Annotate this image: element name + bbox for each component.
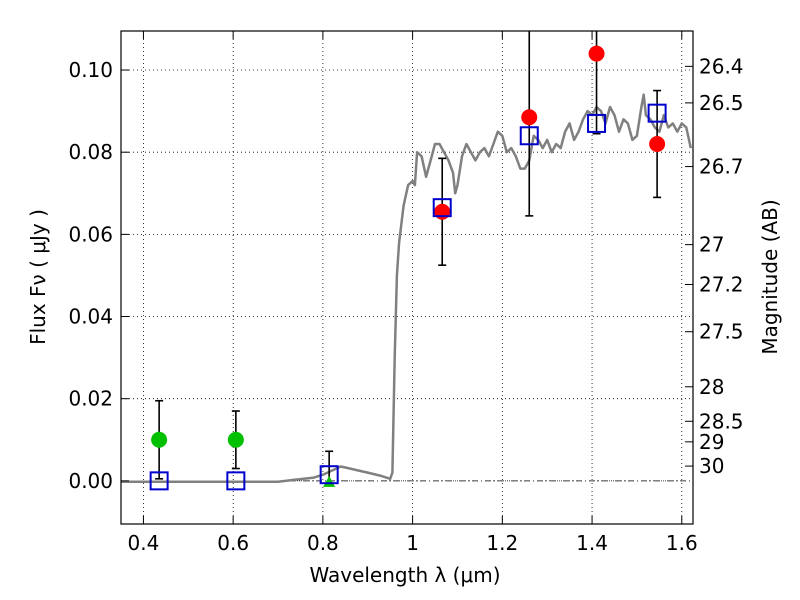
- x-tick-label: 0.4: [128, 531, 160, 555]
- y-tick-label: 0.06: [68, 222, 113, 246]
- y-tick-label: 0.02: [68, 387, 113, 411]
- model-point-square: [432, 198, 452, 218]
- y-tick-label: 0.10: [68, 58, 113, 82]
- mag-tick-label: 26.5: [699, 91, 744, 115]
- mag-tick-label: 28.5: [699, 409, 744, 433]
- mag-tick-label: 26.4: [699, 54, 744, 78]
- mag-tick-label: 27: [699, 233, 724, 257]
- chart-series: [121, 31, 693, 491]
- mag-tick-label: 26.7: [699, 155, 744, 179]
- y-tick-label: 0.04: [68, 305, 113, 329]
- model-point-square: [226, 471, 246, 491]
- data-point-circle: [649, 135, 666, 152]
- y-tick-label: 0.08: [68, 140, 113, 164]
- data-point-circle: [227, 431, 244, 448]
- model-point-square: [319, 465, 339, 485]
- model-spectrum-line: [121, 93, 693, 483]
- plot-frame: [120, 30, 694, 525]
- data-point-circle: [588, 45, 605, 62]
- grid-lines: [121, 31, 693, 524]
- mag-tick-label: 28: [699, 375, 724, 399]
- mag-tick-label: 30: [699, 454, 724, 478]
- y2-axis-label: Magnitude (AB): [758, 199, 782, 354]
- model-point-square: [149, 471, 169, 491]
- model-point-square: [519, 126, 539, 146]
- model-point-square: [587, 113, 607, 133]
- x-tick-label: 1.6: [666, 531, 698, 555]
- y-axis-label: Flux Fν ( μJy ): [26, 209, 50, 345]
- x-axis-label: Wavelength λ (μm): [309, 563, 500, 587]
- x-tick-label: 1.4: [576, 531, 608, 555]
- plot-background: [121, 31, 693, 524]
- x-tick-label: 0.6: [217, 531, 249, 555]
- data-point-circle: [151, 431, 168, 448]
- x-tick-label: 1.2: [486, 531, 518, 555]
- y-tick-label: 0.00: [68, 469, 113, 493]
- x-tick-label: 1: [406, 531, 419, 555]
- mag-tick-label: 27.2: [699, 272, 744, 296]
- mag-tick-label: 27.5: [699, 320, 744, 344]
- model-point-square: [647, 103, 667, 123]
- mag-tick-label: 29: [699, 430, 724, 454]
- axis-ticks: 0.4 0.6 0.8 1 1.2 1.4 1.6 0.00 0.02 0.04 0.06 0.08 0…: [68, 31, 744, 555]
- data-point-circle: [521, 109, 538, 126]
- x-tick-label: 0.8: [307, 531, 339, 555]
